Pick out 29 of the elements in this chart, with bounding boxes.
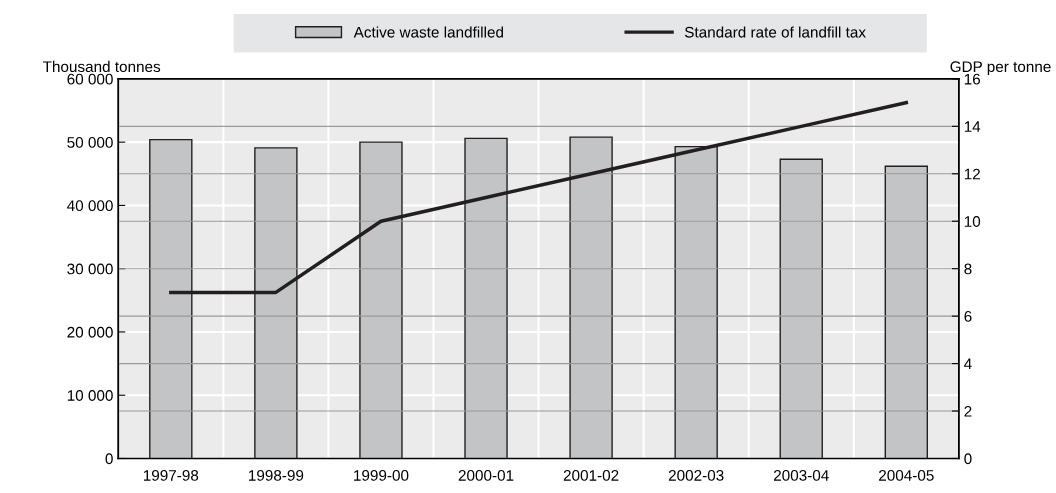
bar xyxy=(779,158,823,459)
x-tick-label: 1999-00 xyxy=(354,470,409,481)
x-tick-label: 2002-03 xyxy=(668,470,724,481)
x-tick-label: 1997-98 xyxy=(143,470,199,481)
legend-label: Active waste landfilled xyxy=(353,26,503,38)
bar xyxy=(884,165,929,459)
y-tick-label: 20 000 xyxy=(67,326,113,338)
y-tick-label: 0 xyxy=(105,453,113,465)
x-tick-label: 2001-02 xyxy=(563,470,619,481)
y-axis-title: Thousand tonnes xyxy=(42,60,161,73)
y2-tick-label: 10 xyxy=(964,216,981,227)
y2-tick-label: 12 xyxy=(964,168,980,180)
y-tick-label: 30 000 xyxy=(67,263,113,275)
x-tick-label: 2003-04 xyxy=(773,470,829,481)
y-tick-label: 10 000 xyxy=(67,390,113,401)
x-tick-label: 2004-05 xyxy=(879,470,934,481)
y2-tick-label: 2 xyxy=(964,405,972,417)
y-tick-label: 60 000 xyxy=(67,73,113,85)
y-tick-label: 50 000 xyxy=(67,137,113,148)
y2-tick-label: 6 xyxy=(964,311,972,322)
y2-tick-label: 16 xyxy=(964,73,981,85)
y2-tick-label: 4 xyxy=(964,358,972,370)
x-tick-label: 2000-01 xyxy=(458,470,514,481)
y2-tick-label: 8 xyxy=(964,263,972,275)
x-tick-label: 1998-99 xyxy=(249,470,304,481)
legend-label: Standard rate of landfill tax xyxy=(684,26,866,38)
y2-tick-label: 14 xyxy=(964,121,981,132)
y2-tick-label: 0 xyxy=(964,453,972,465)
y-tick-label: 40 000 xyxy=(67,200,113,212)
